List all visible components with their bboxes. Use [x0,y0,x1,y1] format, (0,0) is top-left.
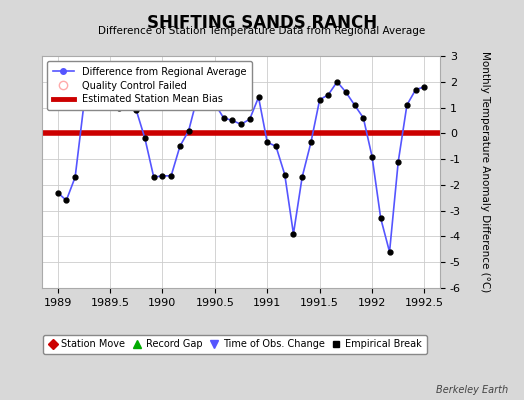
Legend: Station Move, Record Gap, Time of Obs. Change, Empirical Break: Station Move, Record Gap, Time of Obs. C… [43,335,427,354]
Text: SHIFTING SANDS RANCH: SHIFTING SANDS RANCH [147,14,377,32]
Y-axis label: Monthly Temperature Anomaly Difference (°C): Monthly Temperature Anomaly Difference (… [481,51,490,293]
Text: Difference of Station Temperature Data from Regional Average: Difference of Station Temperature Data f… [99,26,425,36]
Text: Berkeley Earth: Berkeley Earth [436,385,508,395]
